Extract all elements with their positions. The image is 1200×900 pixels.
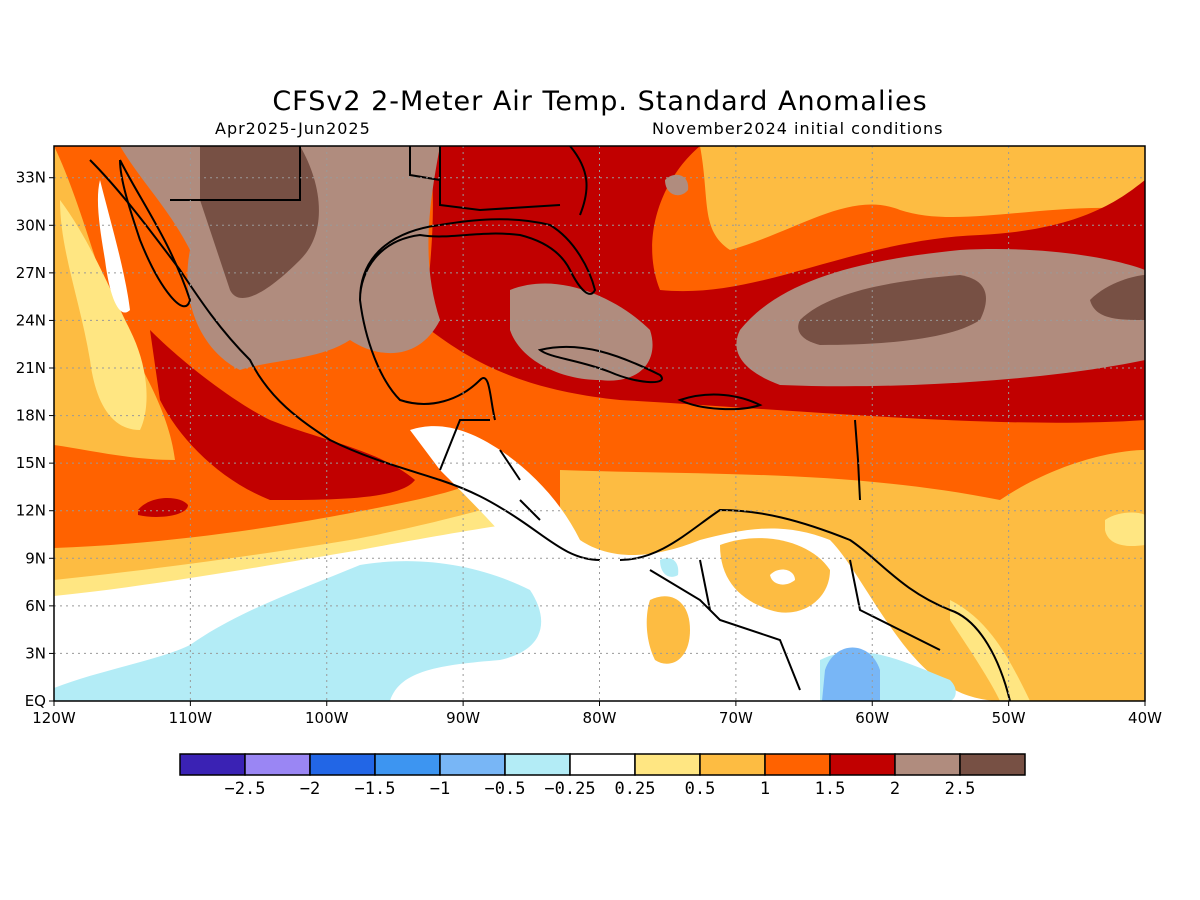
anomaly-fill-neutral-land (410, 426, 1000, 701)
colorbar-label: 1 (760, 779, 770, 799)
y-tick-label: EQ (25, 692, 46, 710)
coastlines (89, 146, 1011, 701)
colorbar-swatch (829, 753, 896, 776)
x-tick-label: 40W (1128, 709, 1162, 727)
y-tick-label: 21N (16, 359, 46, 377)
y-tick-label: 3N (25, 644, 46, 662)
south-america-borders (649, 559, 941, 691)
colorbar-label: 0.5 (685, 779, 716, 799)
x-tick-label: 80W (583, 709, 617, 727)
colorbar-label: −2.5 (225, 779, 266, 799)
baja-california (119, 159, 192, 308)
lesser-antilles (854, 419, 861, 501)
map-gridlines (54, 146, 1145, 701)
atlantic-coast-us (569, 146, 588, 216)
anomaly-fill-2-2.5-small (665, 174, 689, 196)
x-tick-label: 50W (992, 709, 1026, 727)
anomaly-fill-1.5-2-pacific (150, 330, 415, 500)
y-tick-label: 30N (16, 216, 46, 234)
x-tick-label: 60W (855, 709, 889, 727)
x-tick-label: 100W (305, 709, 349, 727)
anomaly-fill-0.5-1-north (700, 146, 1145, 250)
colorbar-label: −1 (430, 779, 450, 799)
gulf-coast (358, 218, 597, 421)
anomaly-fill-0.25-0.5-east (1105, 512, 1145, 547)
colorbar-swatch (309, 753, 376, 776)
colorbar-swatch (699, 753, 766, 776)
colorbar-label: 2 (890, 779, 900, 799)
colorbar-label: −2 (300, 779, 320, 799)
colorbar-swatch (504, 753, 571, 776)
longitude-axis: 120W 110W 100W 90W 80W 70W 60W 50W 40W (32, 701, 1162, 727)
colorbar: −2.5 −2 −1.5 −1 −0.5 −0.25 0.25 0.5 1 1.5 2 2.5 (179, 753, 1026, 799)
anomaly-fill-cool-spot (660, 558, 679, 577)
anomaly-fill-cool-pacific (54, 561, 542, 701)
central-america-borders (439, 419, 541, 521)
y-tick-label: 9N (25, 549, 46, 567)
x-tick-label: 110W (169, 709, 213, 727)
y-tick-label: 15N (16, 454, 46, 472)
colorbar-swatch (374, 753, 441, 776)
anomaly-fill-gt2.5-atlantic-2 (1090, 275, 1145, 320)
x-tick-label: 70W (719, 709, 753, 727)
us-borders (170, 146, 561, 212)
anomaly-contours (54, 146, 1145, 701)
cuba-outline (537, 345, 663, 384)
latitude-axis: EQ 3N 6N 9N 12N 15N 18N 21N 24N 27N 30N 33N (16, 169, 54, 710)
colorbar-swatch (439, 753, 506, 776)
initial-conditions-subtitle: November2024 initial conditions (652, 119, 944, 138)
y-tick-label: 18N (16, 407, 46, 425)
anomaly-fill-gt2.5-mexico (200, 146, 319, 299)
colorbar-swatch (959, 753, 1026, 776)
anomaly-fill-0.5-1-colombia (646, 596, 690, 664)
anomaly-fill-gt2.5-atlantic-1 (798, 275, 986, 345)
colorbar-swatch (569, 753, 636, 776)
anomaly-fill-cold-brazil (822, 647, 880, 701)
colorbar-swatch (179, 753, 246, 776)
colorbar-swatch (244, 753, 311, 776)
anomaly-fill-neutral-west (97, 180, 130, 313)
y-tick-label: 27N (16, 264, 46, 282)
anomaly-fill-0.25-0.5-guiana (950, 600, 1030, 701)
y-tick-label: 33N (16, 169, 46, 187)
colorbar-swatch (634, 753, 701, 776)
colorbar-label: −1.5 (355, 779, 396, 799)
anomaly-fill-0.25-0.5-west (60, 200, 147, 430)
y-tick-label: 6N (25, 597, 46, 615)
x-tick-label: 90W (446, 709, 480, 727)
anomaly-fill-neutral-spot (770, 569, 795, 585)
hispaniola-outline (677, 393, 763, 411)
y-tick-label: 24N (16, 311, 46, 329)
colorbar-label: 1.5 (815, 779, 846, 799)
y-tick-label: 12N (16, 502, 46, 520)
colorbar-label: −0.5 (485, 779, 526, 799)
colorbar-label: 2.5 (945, 779, 976, 799)
colorbar-swatch (764, 753, 831, 776)
colorbar-label: 0.25 (615, 779, 656, 799)
period-subtitle: Apr2025-Jun2025 (215, 119, 371, 138)
colorbar-label: −0.25 (544, 779, 595, 799)
anomaly-fill-1.5-2-spot (138, 498, 188, 517)
colorbar-swatch (894, 753, 961, 776)
x-tick-label: 120W (32, 709, 76, 727)
south-america-coast (619, 508, 1011, 701)
map-title: CFSv2 2-Meter Air Temp. Standard Anomali… (272, 86, 928, 117)
